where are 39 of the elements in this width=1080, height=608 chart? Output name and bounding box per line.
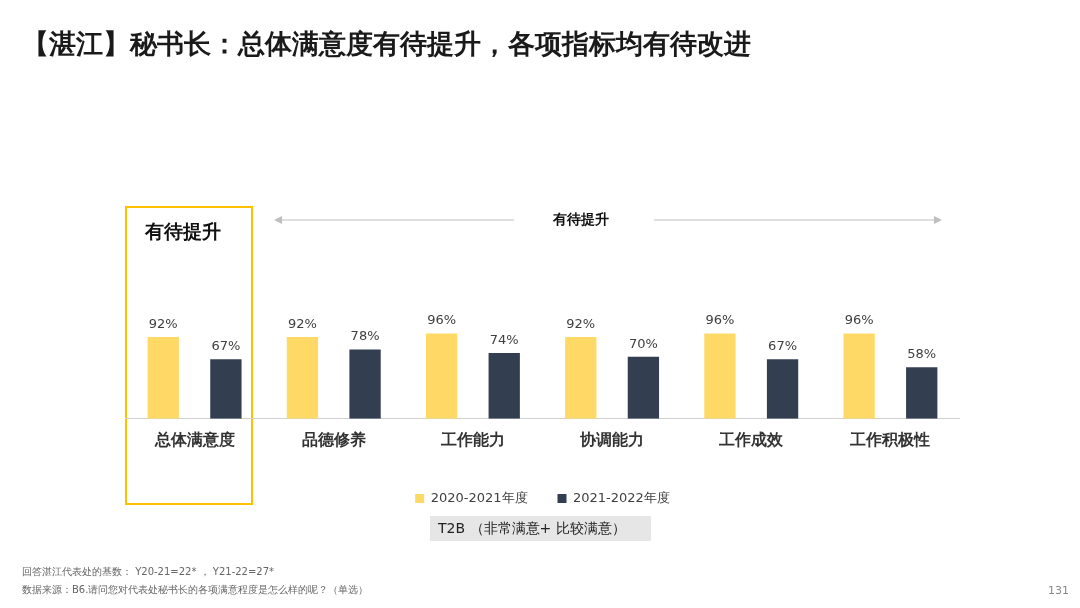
legend-label: 2020-2021年度: [430, 489, 528, 505]
data-label: 74%: [489, 331, 519, 347]
legend-label: 2021-2022年度: [573, 489, 670, 505]
bar: [766, 359, 799, 419]
data-label: 67%: [211, 338, 241, 354]
bar: [425, 333, 458, 419]
text: 有待提升: [553, 211, 609, 229]
x-tick-label: 总体满意度: [153, 429, 235, 449]
data-label: 78%: [350, 328, 380, 344]
x-tick-label: 品德修养: [301, 429, 366, 449]
data-label: 92%: [148, 315, 178, 331]
bar: [565, 337, 597, 419]
bar: [349, 349, 381, 419]
bar: [210, 359, 242, 419]
text: 回答湛江代表处的基数： Y20-21=22* ， Y21-22=27*: [22, 565, 275, 579]
text: 131: [1048, 584, 1069, 597]
data-label: 70%: [628, 335, 658, 351]
data-label: 67%: [768, 338, 798, 354]
x-tick-label: 工作能力: [439, 429, 505, 449]
text: T2B （非常满意+ 比较满意）: [430, 516, 651, 541]
data-label: 96%: [427, 312, 457, 328]
x-tick-label: 工作积极性: [849, 429, 931, 449]
bar: [147, 337, 179, 419]
bar: [704, 333, 736, 419]
x-tick-label: 工作成效: [718, 429, 785, 449]
bar: [627, 356, 660, 419]
bar: [488, 353, 520, 419]
source-note: 数据来源：B6.请问您对代表处秘书长的各项满意程度是怎么样的呢？（单选）: [22, 583, 369, 597]
data-label: 96%: [844, 312, 874, 328]
text: 有待提升: [145, 219, 221, 244]
bar: [843, 333, 875, 419]
data-label: 96%: [705, 312, 735, 328]
data-label: 92%: [566, 315, 596, 331]
chart-title: 【湛江】秘书长：总体满意度有待提升，各项指标均有待改进: [22, 27, 751, 61]
x-tick-label: 协调能力: [579, 429, 645, 449]
bar: [906, 367, 938, 419]
data-label: 92%: [287, 315, 317, 331]
data-label: 58%: [907, 346, 937, 362]
bar: [286, 337, 319, 419]
